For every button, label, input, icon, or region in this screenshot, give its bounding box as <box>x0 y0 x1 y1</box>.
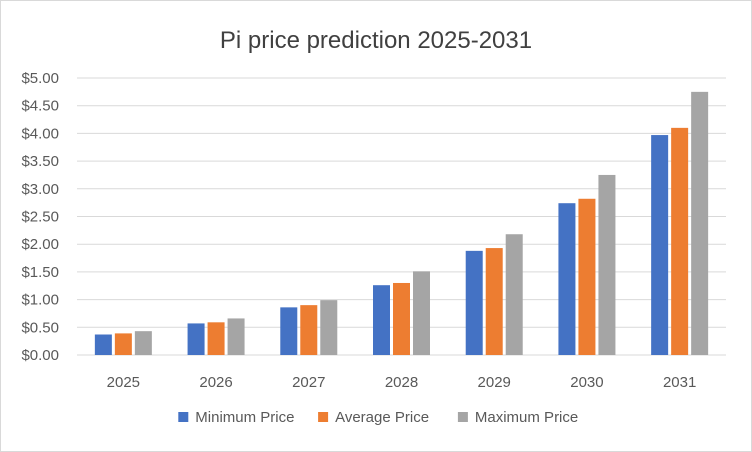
bar-average-price <box>114 333 132 355</box>
bar-minimum-price <box>187 323 205 355</box>
legend-item: Minimum Price <box>178 409 294 426</box>
y-tick-label: $1.00 <box>21 292 59 309</box>
bar-average-price <box>393 282 410 355</box>
y-tick-label: $2.00 <box>21 236 59 253</box>
bar-minimum-price <box>465 250 483 355</box>
bar-minimum-price <box>651 135 669 355</box>
bar-minimum-price <box>280 307 298 355</box>
bar-minimum-price <box>373 285 390 355</box>
bar-maximum-price <box>227 318 245 355</box>
bar-average-price <box>671 127 689 355</box>
bar-minimum-price <box>558 203 576 355</box>
bars <box>94 91 709 355</box>
x-axis-ticks: 2025 2026 2027 2028 2029 2030 2031 <box>107 374 697 391</box>
y-tick-label: $2.50 <box>21 209 59 226</box>
x-tick-label: 2026 <box>199 374 232 391</box>
legend-item: Average Price <box>318 409 429 426</box>
legend-swatch <box>178 412 189 422</box>
bar-maximum-price <box>134 331 152 355</box>
x-tick-label: 2029 <box>478 374 511 391</box>
bar-maximum-price <box>320 300 338 355</box>
chart-title: Pi price prediction 2025-2031 <box>220 27 532 54</box>
bar-maximum-price <box>691 91 709 355</box>
bar-average-price <box>207 322 225 355</box>
bar-average-price <box>578 198 596 355</box>
y-tick-label: $0.50 <box>21 319 59 336</box>
bar-maximum-price <box>598 174 616 355</box>
x-tick-label: 2028 <box>385 374 418 391</box>
bar-average-price <box>485 248 503 355</box>
legend-item: Maximum Price <box>457 409 578 426</box>
x-tick-label: 2031 <box>663 374 696 391</box>
legend-label: Average Price <box>335 409 429 426</box>
y-tick-label: $1.50 <box>21 264 59 281</box>
y-tick-label: $4.50 <box>21 98 59 115</box>
x-tick-label: 2027 <box>292 374 325 391</box>
x-tick-label: 2030 <box>570 374 603 391</box>
bar-maximum-price <box>413 271 430 355</box>
bar-maximum-price <box>505 234 523 355</box>
bar-minimum-price <box>94 334 112 355</box>
y-axis-ticks: $0.00 $0.50 $1.00 $1.50 $2.00 $2.50 $3.00 $3.50… <box>21 70 59 364</box>
y-tick-label: $4.00 <box>21 125 59 142</box>
x-tick-label: 2025 <box>107 374 140 391</box>
legend-label: Minimum Price <box>195 409 294 426</box>
y-tick-label: $0.00 <box>21 347 59 364</box>
bar-average-price <box>300 305 318 355</box>
legend-label: Maximum Price <box>475 409 578 426</box>
y-tick-label: $3.00 <box>21 181 59 198</box>
legend-swatch <box>318 412 329 422</box>
y-tick-label: $5.00 <box>21 70 59 87</box>
gridlines <box>77 77 726 356</box>
legend-swatch <box>457 412 468 422</box>
y-tick-label: $3.50 <box>21 153 59 170</box>
legend: Minimum Price Average Price Maximum Price <box>178 409 578 426</box>
